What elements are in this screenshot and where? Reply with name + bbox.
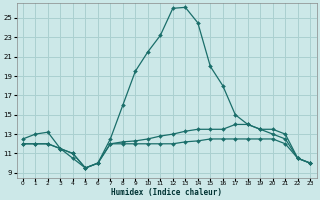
X-axis label: Humidex (Indice chaleur): Humidex (Indice chaleur) [111, 188, 222, 197]
